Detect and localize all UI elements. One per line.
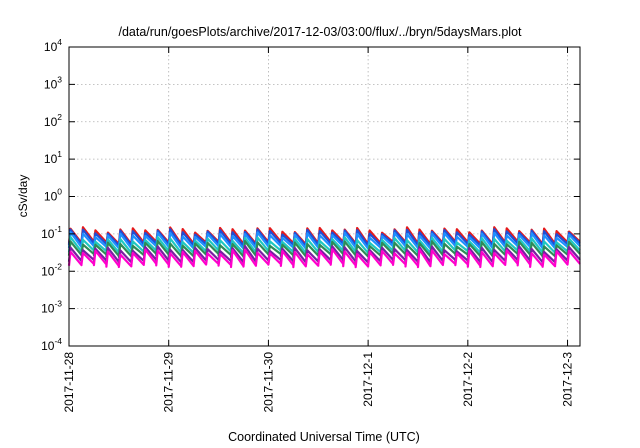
y-tick-label: 10-2: [41, 261, 62, 278]
chart-title: /data/run/goesPlots/archive/2017-12-03/0…: [118, 25, 522, 39]
y-tick-label: 101: [44, 149, 62, 166]
grid-lines: [68, 47, 580, 346]
x-tick-label: 2017-11-29: [162, 352, 176, 413]
x-axis-label: Coordinated Universal Time (UTC): [228, 430, 420, 444]
y-tick-label: 104: [44, 37, 62, 54]
x-tick-label: 2017-12-2: [461, 352, 475, 407]
x-tick-label: 2017-12-1: [361, 352, 375, 407]
y-tick-label: 10-4: [41, 336, 62, 353]
x-tick-label: 2017-12-3: [561, 352, 575, 407]
series-group: [67, 226, 581, 269]
y-tick-label: 102: [44, 112, 62, 129]
y-tick-label: 10-3: [41, 299, 62, 316]
y-axis: 10-4 10-3 10-2 10-1 100 101 102 103 104: [41, 37, 580, 353]
x-tick-label: 2017-11-28: [62, 352, 76, 413]
x-axis: 2017-11-28 2017-11-29 2017-11-30 2017-12-1 2…: [62, 47, 575, 413]
y-tick-label: 100: [44, 187, 62, 204]
y-tick-label: 103: [44, 74, 62, 91]
x-tick-label: 2017-11-30: [261, 352, 275, 413]
y-axis-label: cSv/day: [16, 175, 30, 218]
y-tick-label: 10-1: [41, 224, 62, 241]
series-line: [67, 248, 581, 269]
